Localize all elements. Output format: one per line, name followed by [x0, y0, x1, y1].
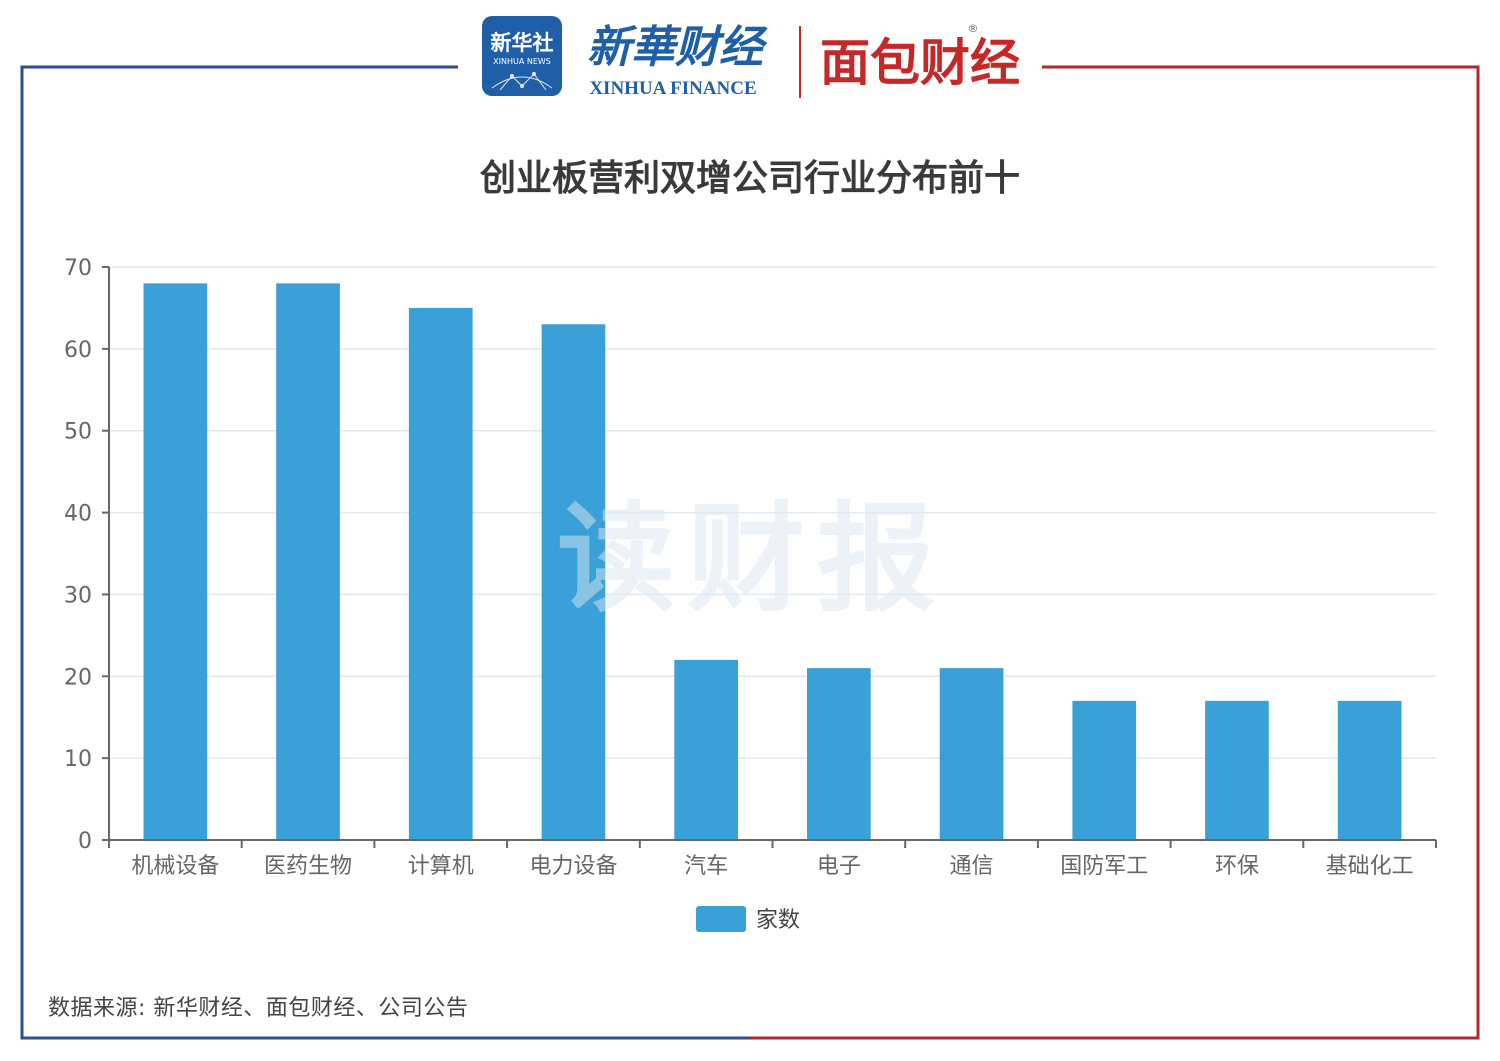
chart-title: 创业板营利双增公司行业分布前十: [480, 158, 1020, 199]
y-tick-label: 20: [64, 665, 92, 690]
x-tick-label: 汽车: [684, 854, 728, 879]
x-tick-label: 通信: [950, 854, 994, 879]
bar: [541, 324, 606, 840]
x-tick-labels: 机械设备 医药生物 计算机 电力设备 汽车 电子 通信 国防军工 环保 基础化工: [131, 854, 1413, 879]
y-tick-label: 60: [64, 338, 92, 363]
y-tick-label: 40: [64, 502, 92, 527]
y-tick-label: 30: [64, 583, 92, 608]
mianbao-logo: 面包财经: [820, 34, 1020, 92]
x-tick-label: 计算机: [408, 854, 474, 879]
bar: [1205, 700, 1269, 840]
legend: 家数: [696, 906, 800, 933]
registered-mark: ®: [968, 22, 979, 35]
xinhua-finance-en: XINHUA FINANCE: [589, 78, 756, 99]
watermark: 读财报: [557, 490, 947, 628]
x-tick-label: 电子: [817, 854, 861, 879]
y-tick-label: 50: [64, 420, 92, 445]
x-tick-label: 基础化工: [1326, 854, 1414, 879]
legend-swatch: [696, 906, 746, 932]
y-tick-label: 70: [64, 256, 92, 281]
xinhua-badge-sub: XINHUA NEWS: [493, 57, 551, 66]
header-logos: 新华社 XINHUA NEWS 新華财经 XINHUA FINANCE 面包财经…: [482, 16, 1020, 99]
x-tick-label: 环保: [1215, 854, 1259, 879]
bar: [939, 668, 1004, 840]
legend-label: 家数: [756, 908, 800, 933]
bars: [143, 283, 1402, 840]
bar: [1072, 700, 1137, 840]
bar: [807, 668, 871, 840]
x-tick-label: 机械设备: [131, 854, 219, 879]
axes: [102, 266, 1437, 848]
bar: [1337, 700, 1402, 840]
bar: [674, 659, 738, 840]
x-tick-label: 电力设备: [529, 854, 617, 879]
frame-right: [750, 65, 1480, 1040]
bar: [276, 283, 340, 840]
y-tick-label: 10: [64, 747, 92, 772]
bar: [408, 307, 473, 840]
xinhua-network-icon: [491, 71, 553, 91]
bar: [143, 283, 208, 840]
xinhua-badge: [482, 16, 562, 96]
xinhua-finance-cn: 新華财经: [587, 22, 768, 73]
xinhua-badge-text: 新华社: [491, 31, 554, 55]
frame-left: [20, 65, 750, 1040]
x-tick-label: 医药生物: [264, 854, 352, 879]
y-tick-labels: 0 10 20 30 40 50 60 70: [64, 256, 92, 854]
y-tick-label: 0: [78, 829, 92, 854]
x-tick-label: 国防军工: [1060, 854, 1148, 879]
frame: [20, 65, 1480, 1040]
source-note: 数据来源: 新华财经、面包财经、公司公告: [48, 996, 469, 1021]
